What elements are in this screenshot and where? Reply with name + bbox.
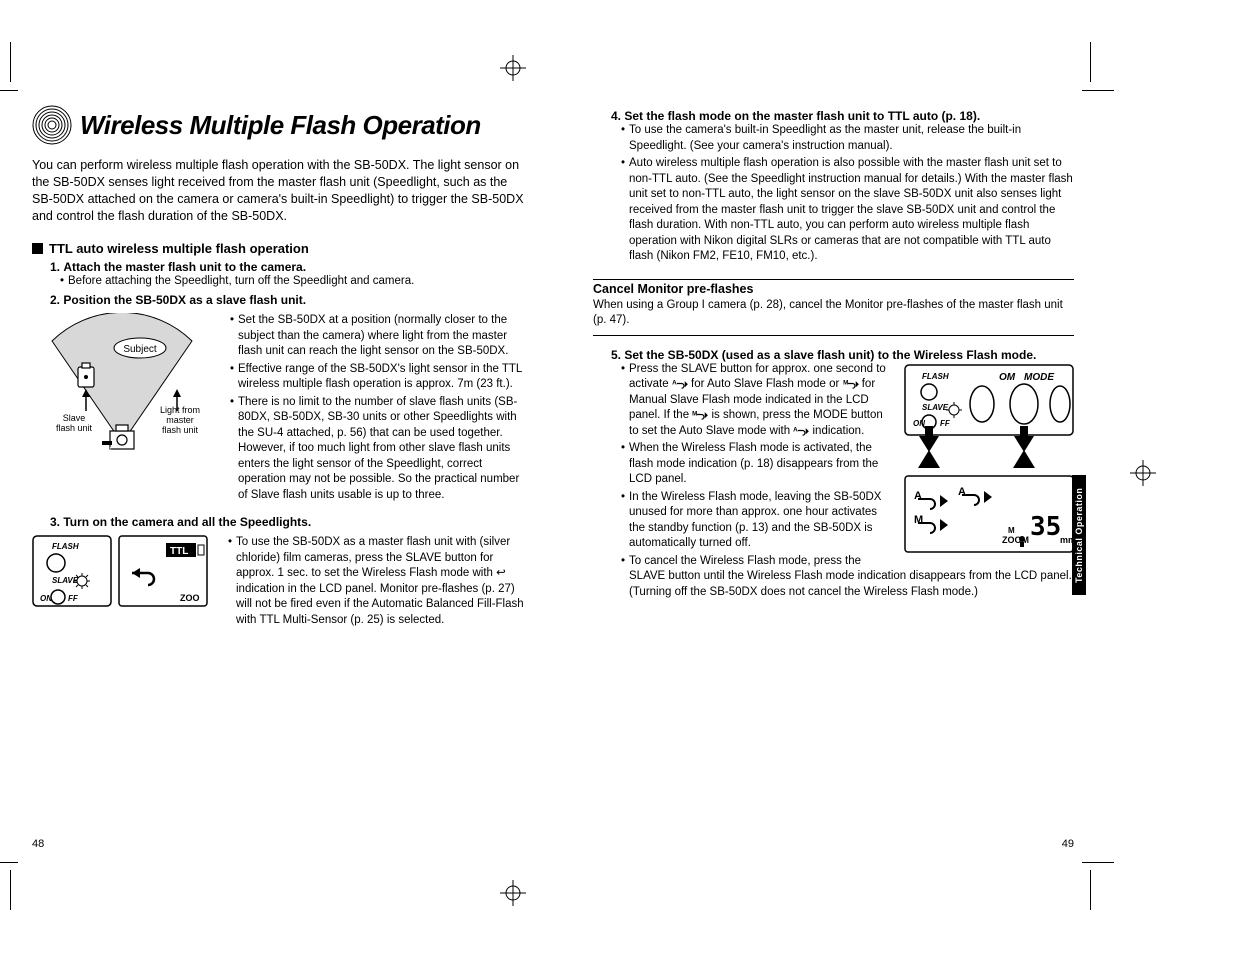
auto-slave-icon: A <box>672 378 688 390</box>
svg-text:flash unit: flash unit <box>56 423 93 433</box>
step-title: Set the SB-50DX (used as a slave flash u… <box>624 348 1036 362</box>
svg-text:M: M <box>843 379 848 386</box>
step-title: Turn on the camera and all the Speedligh… <box>63 515 311 529</box>
crop-mark <box>0 862 18 863</box>
manual-slave-icon: M <box>843 378 859 390</box>
figure-row-1: TTL Subject Slave flash unit Light from … <box>32 313 527 505</box>
registration-mark <box>500 55 526 81</box>
auto-slave-icon: A <box>793 425 809 437</box>
page-number: 49 <box>1062 838 1074 850</box>
page-number: 48 <box>32 838 44 850</box>
step-title: Attach the master flash unit to the came… <box>63 260 306 274</box>
manual-spread: Wireless Multiple Flash Operation You ca… <box>0 0 1235 954</box>
step-title: Position the SB-50DX as a slave flash un… <box>63 293 306 307</box>
svg-text:A: A <box>793 426 798 433</box>
step-bullet: Press the SLAVE button for approx. one s… <box>621 362 1074 440</box>
section-heading: TTL auto wireless multiple flash operati… <box>32 241 527 256</box>
svg-text:A: A <box>672 379 677 386</box>
step-bullet: In the Wireless Flash mode, leaving the … <box>621 490 1074 552</box>
crop-mark <box>1082 90 1114 91</box>
section-heading-text: TTL auto wireless multiple flash operati… <box>49 241 309 256</box>
steps-list: 4. Set the flash mode on the master flas… <box>593 109 1074 265</box>
crop-mark <box>1082 862 1114 863</box>
section-tab: Technical Operation <box>1072 475 1086 595</box>
svg-text:ON: ON <box>40 594 52 603</box>
svg-text:flash unit: flash unit <box>162 425 199 435</box>
svg-text:master: master <box>166 415 194 425</box>
callout-title: Cancel Monitor pre-flashes <box>593 282 1074 296</box>
page-title-row: Wireless Multiple Flash Operation <box>32 105 527 145</box>
step5-bullets: Press the SLAVE button for approx. one s… <box>611 362 1074 601</box>
step-bullet: When the Wireless Flash mode is activate… <box>621 441 1074 488</box>
callout-body: When using a Group I camera (p. 28), can… <box>593 298 1074 329</box>
page-48: Wireless Multiple Flash Operation You ca… <box>26 105 553 850</box>
step-title: Set the flash mode on the master flash u… <box>624 109 980 123</box>
svg-text:TTL: TTL <box>104 447 113 453</box>
steps-list: 5. Set the SB-50DX (used as a slave flas… <box>593 348 1074 601</box>
lcd-panel-diagram: TTL ZOO <box>118 535 208 607</box>
crop-mark <box>0 90 18 91</box>
svg-text:FF: FF <box>68 594 79 603</box>
flash-rear-panel-diagram: FLASH SLAVE ON FF <box>32 535 112 607</box>
crop-mark <box>10 870 11 910</box>
step-bullet: To use the camera's built-in Speedlight … <box>621 123 1074 154</box>
step-bullet: Effective range of the SB-50DX's light s… <box>230 362 527 393</box>
step-bullet: To use the SB-50DX as a master flash uni… <box>228 535 527 628</box>
slave-positioning-diagram: TTL Subject Slave flash unit Light from … <box>32 313 210 453</box>
steps-list: 1. Attach the master flash unit to the c… <box>32 260 527 308</box>
figure-row-2: FLASH SLAVE ON FF <box>32 535 527 630</box>
step-bullet: Set the SB-50DX at a position (normally … <box>230 313 527 360</box>
square-bullet-icon <box>32 243 43 254</box>
svg-text:Slave: Slave <box>63 413 86 423</box>
step-bullet: There is no limit to the number of slave… <box>230 395 527 504</box>
step-bullet: Auto wireless multiple flash operation i… <box>621 156 1074 265</box>
svg-text:FLASH: FLASH <box>52 542 79 551</box>
manual-slave-icon: M <box>692 409 708 421</box>
crop-mark <box>1090 870 1091 910</box>
crop-mark <box>1090 42 1091 82</box>
step-bullet: Before attaching the Speedlight, turn of… <box>60 274 527 290</box>
svg-text:Subject: Subject <box>123 344 157 355</box>
concentric-icon <box>32 105 72 145</box>
page-title: Wireless Multiple Flash Operation <box>80 110 481 141</box>
step-bullet: To cancel the Wireless Flash mode, press… <box>621 554 1074 601</box>
svg-text:Light from: Light from <box>160 405 200 415</box>
callout-box: Cancel Monitor pre-flashes When using a … <box>593 279 1074 336</box>
steps-list: 3. Turn on the camera and all the Speedl… <box>32 515 527 529</box>
svg-text:ZOO: ZOO <box>180 593 200 603</box>
svg-text:M: M <box>692 411 697 418</box>
crop-mark <box>10 42 11 82</box>
intro-paragraph: You can perform wireless multiple flash … <box>32 157 527 225</box>
page-49: 4. Set the flash mode on the master flas… <box>553 105 1080 850</box>
registration-mark <box>500 880 526 906</box>
svg-text:TTL: TTL <box>170 546 188 557</box>
registration-mark <box>1130 460 1156 486</box>
